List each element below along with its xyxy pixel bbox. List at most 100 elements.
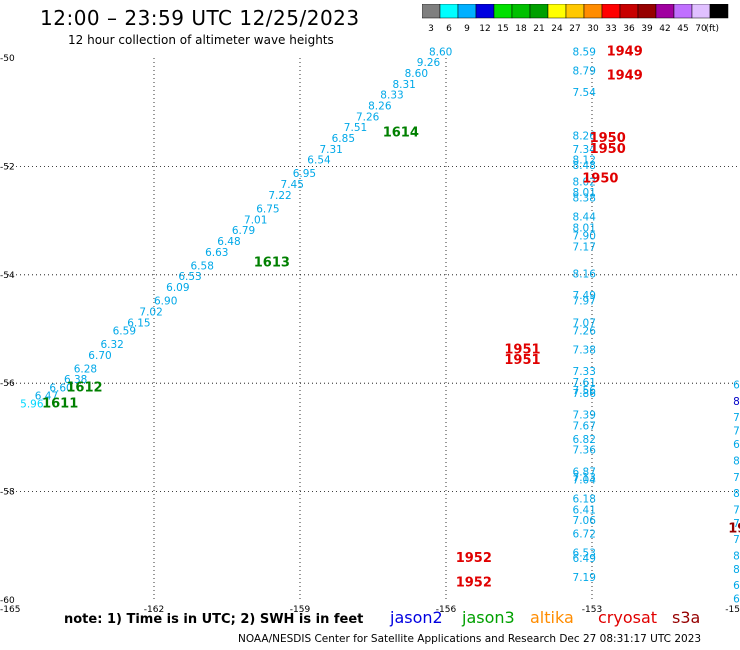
swh-point: 6.63 (205, 247, 228, 259)
swh-point: 8.12 (573, 155, 596, 167)
legend-note: note: 1) Time is in UTC; 2) SWH is in fe… (64, 612, 364, 627)
swh-point: 7.54 (573, 87, 597, 99)
swh-point: 6.18 (573, 493, 596, 505)
swh-point: 8.44 (573, 212, 597, 224)
colorbar-label: 36 (623, 24, 635, 34)
pass-time-label: 1612 (66, 380, 102, 395)
pass-time-label: 1950 (590, 142, 626, 157)
colorbar-label: 45 (677, 24, 688, 34)
colorbar-label: 33 (605, 24, 616, 34)
swh-point: 6.28 (74, 363, 97, 375)
swh-point: 9.26 (417, 57, 441, 69)
pass-time-label: 1951 (504, 353, 540, 368)
swh-point: 6.59 (113, 325, 136, 337)
swh-point: 6 (733, 380, 740, 392)
footer-credit: NOAA/NESDIS Center for Satellite Applica… (238, 633, 702, 645)
swh-point: 8.26 (368, 100, 392, 112)
x-tick-label: -15 (725, 605, 740, 615)
swh-point: 7.17 (573, 241, 596, 253)
swh-point: 8.38 (573, 193, 596, 205)
pass-time-label: 1949 (607, 69, 643, 84)
swh-point: 8.26 (573, 130, 597, 142)
swh-point: 6.60 (49, 382, 72, 394)
colorbar-label: 42 (659, 24, 670, 34)
swh-point: 7.61 (573, 377, 596, 389)
swh-point: 8.16 (573, 269, 597, 281)
chart-subtitle: 12 hour collection of altimeter wave hei… (68, 33, 334, 47)
swh-point: 7.4 (733, 412, 740, 424)
swh-point: 7.26 (356, 111, 380, 123)
swh-point: 8.01 (573, 187, 596, 199)
colorbar-swatch (709, 4, 729, 19)
swh-point: 7.19 (573, 572, 596, 584)
swh-point: 8.01 (573, 222, 596, 234)
swh-point: 7.70 (733, 518, 740, 530)
swh-point: 7.49 (573, 290, 596, 302)
swh-point: 6.72 (573, 529, 596, 541)
legend-jason2: jason2 (390, 608, 443, 627)
swh-point: 6.87 (573, 466, 596, 478)
x-tick-label: -162 (144, 605, 164, 615)
colorbar-unit: (ft) (705, 24, 719, 34)
pass-time-label: 1952 (456, 551, 492, 566)
swh-point: 6.75 (256, 203, 279, 215)
swh-point: 6.58 (191, 260, 214, 272)
swh-point: 6.53 (573, 548, 596, 560)
x-tick-label: -159 (290, 605, 311, 615)
swh-point: 8.59 (573, 46, 596, 58)
swh-point: 6.41 (573, 504, 596, 516)
pass-time-label: 1613 (254, 256, 290, 271)
swh-point: 8.33 (380, 90, 403, 102)
swh-point: 6.73 (733, 594, 740, 606)
pass-time-label: 1950 (582, 172, 618, 187)
swh-point: 6.15 (127, 317, 150, 329)
swh-point: 7.67 (573, 420, 596, 432)
swh-point: 8.56 (733, 550, 740, 562)
swh-point: 6.18 (733, 580, 740, 592)
y-tick-label: -52 (0, 162, 15, 172)
legend-jason3: jason3 (462, 608, 515, 627)
y-tick-label: -50 (0, 54, 15, 64)
chart-title: 12:00 – 23:59 UTC 12/25/2023 (40, 6, 360, 30)
swh-point: 7.33 (573, 366, 596, 378)
swh-point: 7.97 (573, 296, 596, 308)
swh-point: 6.70 (88, 350, 111, 362)
swh-point: 7.04 (573, 474, 597, 486)
swh-point: 7.24 (733, 426, 740, 438)
colorbar-label: 70 (695, 24, 707, 34)
swh-point: 7.26 (573, 325, 597, 337)
colorbar-label: 24 (551, 24, 563, 34)
swh-point: 8.60 (429, 46, 452, 58)
swh-point: 6.17 (733, 439, 740, 451)
swh-point: 6.09 (166, 282, 189, 294)
swh-point: 8.31 (392, 79, 415, 91)
swh-point: 7.36 (573, 445, 597, 457)
colorbar-label: 18 (515, 24, 527, 34)
colorbar-label: 27 (569, 24, 580, 34)
swh-point: 8.79 (573, 65, 596, 77)
swh-point: 7.39 (573, 409, 596, 421)
swh-point: 6.38 (64, 374, 87, 386)
colorbar-label: 21 (533, 24, 544, 34)
swh-point: 6.85 (332, 133, 355, 145)
swh-point: 6.48 (217, 236, 240, 248)
colorbar: 3 6 9 12 15 18 21 24 27 30 33 36 39 42 45 70(ft) (422, 4, 729, 34)
y-tick-label: -60 (0, 596, 15, 606)
swh-point: 6.95 (293, 168, 316, 180)
swh-point: 6.54 (307, 155, 331, 167)
swh-point: 6.90 (154, 296, 177, 308)
swh-point: 7.31 (319, 144, 342, 156)
swh-point: 8.48 (573, 160, 596, 172)
swh-point: 7.34 (573, 144, 597, 156)
x-tick-label: -165 (0, 605, 20, 615)
pass-time-label: 1611 (42, 397, 78, 412)
pass-time-label: 1952 (456, 575, 492, 590)
legend-cryosat: cryosat (598, 608, 658, 627)
swh-point: 7.38 (573, 344, 596, 356)
swh-point: 8 (733, 396, 740, 408)
colorbar-label: 6 (446, 24, 452, 34)
colorbar-label: 3 (428, 24, 434, 34)
pass-time-label: 190 (728, 521, 740, 536)
swh-point: 7.80 (733, 504, 740, 516)
